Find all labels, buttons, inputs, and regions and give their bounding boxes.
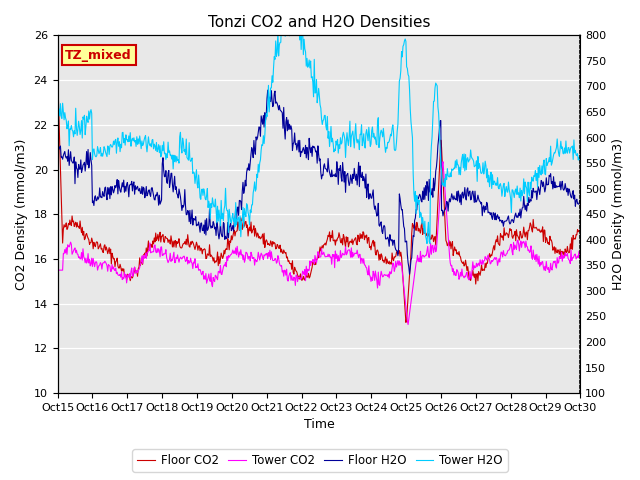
Floor CO2 — [397, 254, 405, 260]
Tower CO2 — [577, 251, 584, 256]
Floor H2O — [406, 271, 413, 277]
Floor H2O — [399, 206, 406, 212]
Legend: Floor CO2, Tower CO2, Floor H2O, Tower H2O: Floor CO2, Tower CO2, Floor H2O, Tower H… — [132, 449, 508, 472]
Y-axis label: CO2 Density (mmol/m3): CO2 Density (mmol/m3) — [15, 139, 28, 290]
Tower H2O — [54, 99, 61, 105]
Tower H2O — [423, 240, 431, 246]
Floor H2O — [264, 87, 271, 93]
Floor CO2 — [54, 66, 61, 72]
Floor H2O — [117, 189, 125, 195]
Tower CO2 — [54, 267, 61, 273]
Tower CO2 — [383, 273, 390, 278]
Line: Floor CO2: Floor CO2 — [58, 69, 580, 323]
Tower H2O — [577, 158, 584, 164]
Tower H2O — [170, 152, 178, 158]
Tower CO2 — [170, 249, 178, 255]
Line: Tower CO2: Tower CO2 — [58, 162, 580, 324]
Floor H2O — [577, 200, 584, 206]
Floor CO2 — [383, 261, 390, 266]
Tower CO2 — [198, 272, 205, 278]
Line: Floor H2O: Floor H2O — [58, 90, 580, 274]
Text: TZ_mixed: TZ_mixed — [65, 48, 132, 61]
Tower H2O — [383, 145, 391, 151]
Tower CO2 — [117, 275, 125, 280]
Tower CO2 — [63, 252, 71, 257]
Floor CO2 — [198, 246, 205, 252]
Y-axis label: H2O Density (mmol/m3): H2O Density (mmol/m3) — [612, 138, 625, 290]
Tower H2O — [399, 54, 406, 60]
Tower H2O — [117, 141, 125, 147]
Floor CO2 — [63, 227, 71, 232]
Tower CO2 — [439, 159, 447, 165]
Floor CO2 — [117, 264, 125, 270]
Floor H2O — [198, 220, 205, 226]
Tower H2O — [284, 1, 292, 7]
Floor H2O — [383, 235, 391, 241]
Floor CO2 — [402, 320, 410, 325]
Floor CO2 — [170, 244, 178, 250]
Tower H2O — [63, 126, 71, 132]
Floor CO2 — [577, 226, 584, 232]
Floor H2O — [170, 181, 178, 187]
Floor H2O — [63, 154, 71, 159]
X-axis label: Time: Time — [303, 419, 334, 432]
Title: Tonzi CO2 and H2O Densities: Tonzi CO2 and H2O Densities — [208, 15, 430, 30]
Tower CO2 — [397, 262, 405, 268]
Tower CO2 — [404, 322, 412, 327]
Floor H2O — [54, 152, 61, 158]
Tower H2O — [198, 187, 205, 192]
Line: Tower H2O: Tower H2O — [58, 4, 580, 243]
